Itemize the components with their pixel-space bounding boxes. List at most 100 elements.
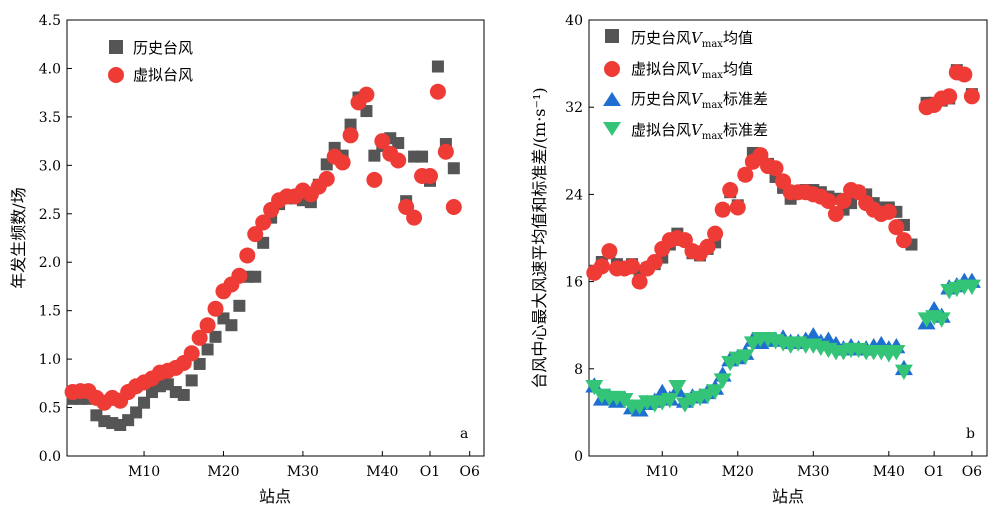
panel-a-y-ticks: 0.0 0.5 1.0 1.5 2.0 2.5 3.0 3.5 4.0 4.5 xyxy=(39,13,72,465)
data-point-circle xyxy=(342,127,359,144)
data-point-circle xyxy=(207,300,224,317)
y-tick-label: 1.5 xyxy=(39,304,61,320)
data-point-circle xyxy=(737,166,754,183)
data-point-circle xyxy=(334,154,351,171)
data-point-circle xyxy=(199,317,216,334)
data-point-circle xyxy=(699,238,716,255)
panel-b-y-ticks: 0 8 16 24 32 40 xyxy=(565,13,594,465)
data-point-circle xyxy=(707,225,724,242)
panel-b-y-axis-title: 台风中心最大风速平均值和标准差/(m·s⁻¹) xyxy=(530,87,549,388)
legend-label-virt-mean-v: V xyxy=(691,60,704,78)
legend-label-hist-std: 历史台风Vmax标准差 xyxy=(631,90,768,111)
data-point-circle xyxy=(729,199,746,216)
legend-label-virt-mean-main: 虚拟台风 xyxy=(631,60,691,78)
y-tick-label: 4.0 xyxy=(39,61,61,77)
data-point-square xyxy=(416,150,429,163)
x-tick-label: O6 xyxy=(962,464,982,480)
data-point-square xyxy=(447,162,460,175)
panel-b-legend: 历史台风Vmax均值 虚拟台风Vmax均值 历史台风Vmax标准差 虚拟台风Vm… xyxy=(603,29,768,142)
legend-label-hist-std-main: 历史台风 xyxy=(631,90,691,108)
series-1-points xyxy=(586,64,980,290)
data-point-triangle-down xyxy=(713,373,732,389)
data-point-circle xyxy=(255,214,272,231)
legend-triangle-down-swatch xyxy=(603,122,621,136)
data-point-circle xyxy=(646,253,663,270)
legend-label-hist-std-v: V xyxy=(691,90,704,108)
data-point-circle xyxy=(183,345,200,362)
data-point-triangle-down xyxy=(962,279,981,295)
legend-label-virt-std-v: V xyxy=(691,121,704,139)
panel-b-plot-frame xyxy=(588,19,988,457)
data-point-circle xyxy=(895,232,912,249)
data-point-circle xyxy=(374,133,391,150)
legend-label-virt-mean-end: 均值 xyxy=(723,60,753,78)
y-tick-label: 0.0 xyxy=(39,449,61,465)
data-point-square xyxy=(138,396,151,409)
x-tick-label: O1 xyxy=(420,464,440,480)
panel-a-letter: a xyxy=(460,426,468,442)
data-point-circle xyxy=(601,243,618,260)
legend-label-hist-mean-end: 均值 xyxy=(723,29,753,47)
y-tick-label: 16 xyxy=(565,275,583,291)
panel-a-x-ticks: M10 M20 M30 M40 O1 O6 xyxy=(128,451,480,480)
data-point-circle xyxy=(239,247,256,264)
data-point-circle xyxy=(767,160,784,177)
y-tick-label: 32 xyxy=(565,100,583,116)
panel-b-x-ticks: M10 M20 M30 M40 O1 O6 xyxy=(646,451,982,480)
data-point-square xyxy=(185,374,198,387)
data-point-circle xyxy=(888,219,905,236)
data-point-triangle-down xyxy=(736,349,755,365)
data-point-circle xyxy=(390,152,407,169)
data-point-circle xyxy=(437,143,454,160)
legend-label-hist-mean-sub: max xyxy=(702,39,723,50)
data-point-circle xyxy=(880,203,897,220)
data-point-circle xyxy=(429,83,446,100)
data-point-circle xyxy=(247,226,264,243)
y-tick-label: 0 xyxy=(574,449,583,465)
data-point-square xyxy=(344,118,357,131)
legend-label-hist-std-end: 标准差 xyxy=(723,90,768,108)
data-point-triangle-down xyxy=(706,384,725,400)
panel-a-data-marks xyxy=(64,60,462,431)
data-point-circle xyxy=(406,209,423,226)
series-0-points xyxy=(66,60,460,431)
panel-a-x-axis-title: 站点 xyxy=(259,487,291,506)
data-point-square xyxy=(225,319,238,332)
series-3-points xyxy=(585,279,981,415)
x-tick-label: M10 xyxy=(646,464,678,480)
data-point-triangle-down xyxy=(887,345,906,361)
panel-a-plot-frame xyxy=(66,19,485,457)
y-tick-label: 2.5 xyxy=(39,207,61,223)
data-point-circle xyxy=(631,273,648,290)
y-tick-label: 0.5 xyxy=(39,401,61,417)
legend-circle-swatch xyxy=(108,67,124,83)
x-tick-label: M30 xyxy=(797,464,829,480)
x-tick-label: O6 xyxy=(460,464,480,480)
data-point-triangle-down xyxy=(668,379,687,396)
data-point-circle xyxy=(722,182,739,199)
x-tick-label: M10 xyxy=(128,464,160,480)
x-tick-label: M20 xyxy=(722,464,754,480)
legend-label-virt-mean-sub: max xyxy=(702,70,723,81)
y-tick-label: 1.0 xyxy=(39,352,61,368)
data-point-circle xyxy=(624,258,641,275)
legend-triangle-up-swatch xyxy=(603,92,621,106)
data-point-circle xyxy=(956,66,973,83)
data-point-circle xyxy=(318,170,335,187)
data-point-square xyxy=(368,149,381,162)
data-point-circle xyxy=(714,201,731,218)
x-tick-label: M40 xyxy=(873,464,905,480)
legend-label-hist-mean: 历史台风Vmax均值 xyxy=(631,29,753,50)
y-tick-label: 4.5 xyxy=(39,13,61,29)
panel-a-chart: 0.0 0.5 1.0 1.5 2.0 2.5 3.0 3.5 4.0 4.5 M10 M20 M30… xyxy=(9,13,485,506)
data-point-circle xyxy=(593,258,610,275)
data-point-circle xyxy=(366,171,383,188)
data-point-circle xyxy=(231,267,248,284)
x-tick-label: M20 xyxy=(207,464,239,480)
data-point-triangle-down xyxy=(894,364,913,380)
y-tick-label: 3.0 xyxy=(39,158,61,174)
data-point-triangle-down xyxy=(660,393,679,409)
x-tick-label: M40 xyxy=(366,464,398,480)
